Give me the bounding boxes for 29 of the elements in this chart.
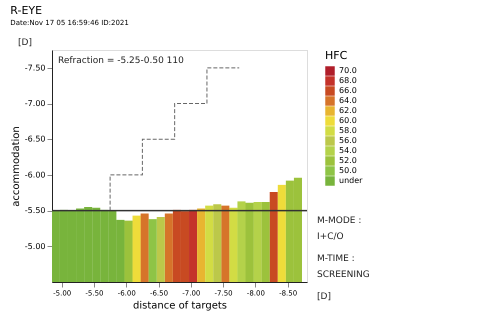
text: [D] xyxy=(317,292,331,302)
legend-label: 60.0 xyxy=(339,116,357,125)
annotation: Refraction = -5.25-0.50 110 xyxy=(58,56,184,66)
legend-label: 64.0 xyxy=(339,96,357,105)
legend-label: under xyxy=(339,176,364,185)
y-axis-title: accommodation xyxy=(10,126,22,207)
legend-label: 68.0 xyxy=(339,76,357,85)
legend-title: HFC xyxy=(325,49,348,62)
legend-label: 58.0 xyxy=(339,126,357,135)
legend-label: 62.0 xyxy=(339,106,357,115)
text: M-TIME : xyxy=(317,254,355,264)
legend-label: 50.0 xyxy=(339,166,357,175)
y-tick-label: -5.50 xyxy=(24,206,46,216)
y-tick-label: -6.50 xyxy=(24,134,46,144)
text: [D] xyxy=(18,38,32,48)
y-tick-label: -6.00 xyxy=(24,170,46,180)
y-tick-label: -7.00 xyxy=(24,99,46,108)
y-tick-label: -7.50 xyxy=(24,63,46,72)
legend-label: 54.0 xyxy=(339,146,357,155)
text: M-MODE : xyxy=(317,216,362,226)
legend-label: 66.0 xyxy=(339,86,357,95)
text: I+C/O xyxy=(317,232,344,242)
legend-label: 70.0 xyxy=(339,66,357,75)
text: SCREENING xyxy=(317,270,370,280)
legend-label: 56.0 xyxy=(339,136,357,145)
y-tick-label: -5.00 xyxy=(24,242,46,251)
legend-label: 52.0 xyxy=(339,156,357,165)
x-axis-title: distance of targets xyxy=(133,300,227,312)
chart-title: R-EYE xyxy=(10,4,42,17)
